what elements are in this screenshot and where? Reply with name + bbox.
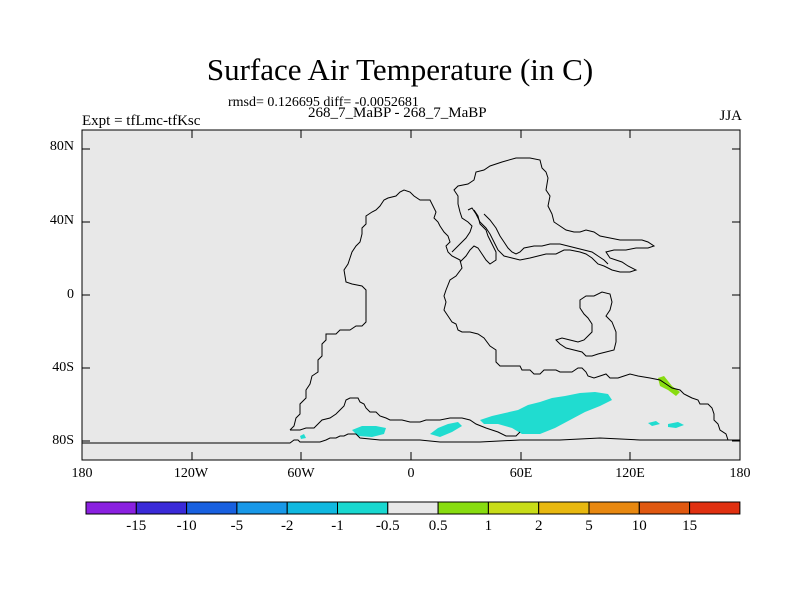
coastline-south-connection <box>290 397 521 437</box>
colorbar-swatch <box>638 501 691 515</box>
colorbar <box>85 501 741 515</box>
colorbar-swatch <box>437 501 489 515</box>
colorbar-label: 2 <box>534 518 543 534</box>
lon-label-0: 0 <box>407 466 415 481</box>
colorbar-label: 10 <box>631 518 647 534</box>
colorbar-swatch <box>135 501 188 515</box>
colorbar-swatch <box>487 501 540 515</box>
coastline-northern-inner <box>459 209 497 265</box>
colorbar-label: -2 <box>280 518 294 534</box>
colorbar-swatch <box>337 501 389 515</box>
experiment-label: Expt = tfLmc-tfKsc <box>82 113 201 129</box>
coastlines <box>82 157 740 444</box>
anomaly-patch-small <box>300 434 306 439</box>
lon-label-60w: 60W <box>287 466 315 481</box>
colorbar-label: -5 <box>230 518 244 534</box>
anomaly-patch-indian-small <box>536 401 548 407</box>
anomaly-patch-pacific-east <box>648 421 660 426</box>
stats-line: rmsd= 0.126695 diff= -0.0052681 <box>228 95 419 110</box>
lon-label-120e: 120E <box>615 466 645 481</box>
colorbar-label: 1 <box>484 518 493 534</box>
lat-label-40n: 40N <box>49 213 74 228</box>
lat-label-0: 0 <box>67 287 74 302</box>
axis-ticks <box>82 130 740 460</box>
negative-anomaly-patches <box>300 392 684 439</box>
lon-label-60e: 60E <box>509 466 533 481</box>
colorbar-swatch <box>85 501 137 515</box>
colorbar-label: -10 <box>176 518 197 534</box>
colorbar-label: -0.5 <box>375 518 400 534</box>
colorbar-label: -15 <box>126 518 147 534</box>
colorbar-swatch <box>387 501 439 515</box>
lon-label-180w: 180 <box>71 466 93 481</box>
coastline-northern-continent <box>451 157 656 273</box>
coastline-western-continent <box>289 189 729 441</box>
lat-label-80s: 80S <box>52 433 74 448</box>
lat-label-80n: 80N <box>49 139 74 154</box>
colorbar-swatch <box>186 501 238 515</box>
anomaly-patch-atlantic-south <box>352 426 386 437</box>
period-label: 268_7_MaBP - 268_7_MaBP <box>308 105 487 121</box>
anomaly-patch-pacific-east-2 <box>668 422 684 428</box>
lon-label-180e: 180 <box>729 466 751 481</box>
colorbar-label: -1 <box>331 518 344 534</box>
anomaly-patch-africa-south <box>430 422 462 437</box>
anomaly-patch-antarctica-east <box>480 392 612 434</box>
season-label: JJA <box>719 108 742 124</box>
lon-label-120w: 120W <box>173 466 209 481</box>
coastline-northern-inner-2 <box>483 213 609 265</box>
chart-title: Surface Air Temperature (in C) <box>206 52 594 87</box>
colorbar-swatch <box>538 501 590 515</box>
colorbar-label: 0.5 <box>428 518 448 534</box>
coastline-eastern-island <box>555 291 617 357</box>
coastline-antarctic-edge <box>82 433 740 444</box>
colorbar-swatch <box>588 501 640 515</box>
colorbar-swatch <box>689 501 741 515</box>
colorbar-swatch <box>236 501 288 515</box>
colorbar-label: 5 <box>585 518 593 534</box>
map-background <box>82 130 740 460</box>
colorbar-label: 15 <box>682 518 698 534</box>
colorbar-swatch <box>286 501 339 515</box>
lat-label-40s: 40S <box>52 360 74 375</box>
